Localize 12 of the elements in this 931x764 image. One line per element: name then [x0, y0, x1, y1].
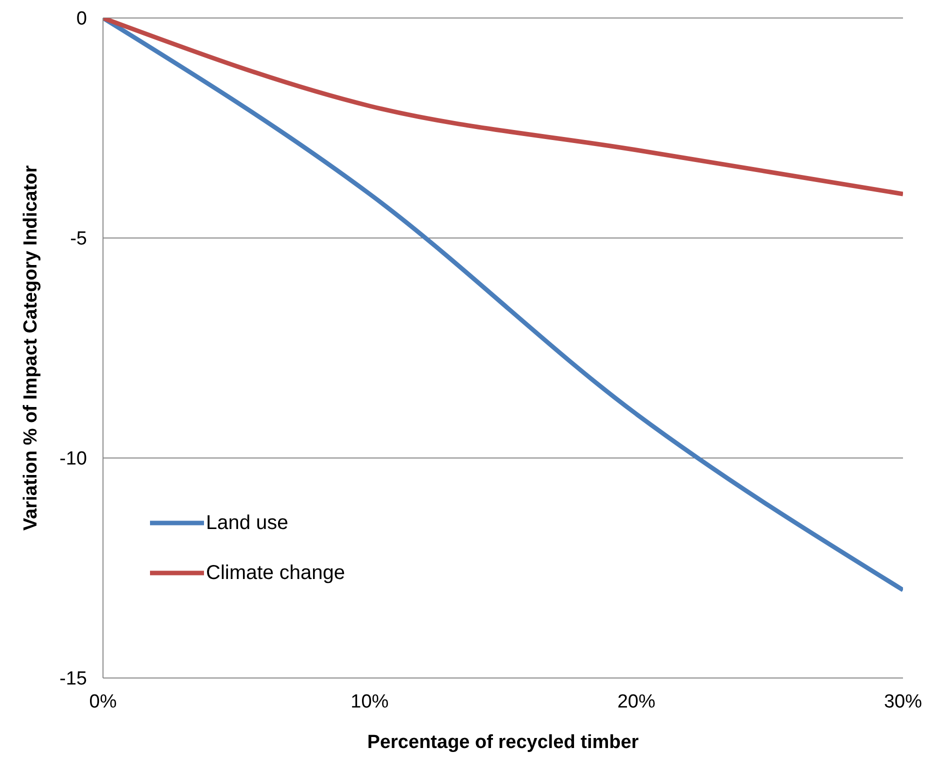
- x-tick-label: 30%: [884, 691, 922, 712]
- x-tick-label: 0%: [89, 691, 117, 712]
- x-tick-label: 10%: [350, 691, 389, 712]
- x-axis-title: Percentage of recycled timber: [367, 732, 640, 753]
- y-tick-label: -15: [60, 668, 87, 690]
- y-tick-label: -10: [60, 448, 87, 470]
- y-tick-label: 0: [76, 8, 87, 30]
- legend-label: Climate change: [206, 562, 345, 584]
- x-tick-label: 20%: [617, 691, 656, 712]
- y-axis-title: Variation % of Impact Category Indicator: [20, 164, 42, 531]
- y-tick-label: -5: [70, 228, 87, 250]
- legend-label: Land use: [206, 512, 288, 534]
